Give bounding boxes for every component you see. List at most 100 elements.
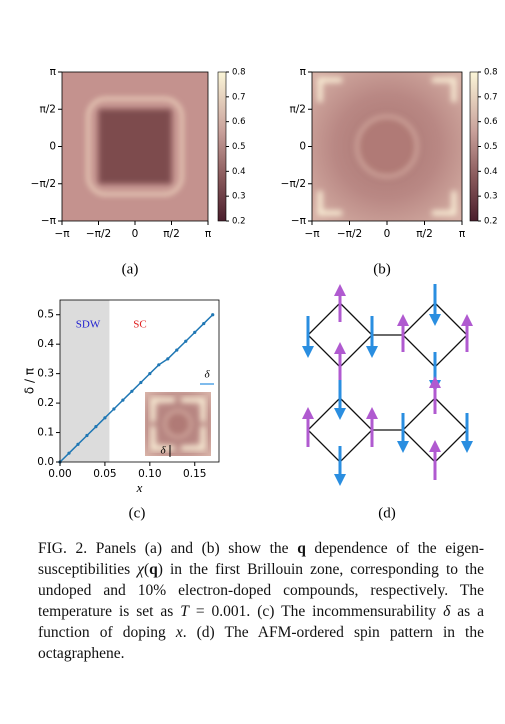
data-point xyxy=(94,425,98,429)
panel-label: (d) xyxy=(378,505,396,521)
y-tick-label: 0.1 xyxy=(37,427,54,439)
colorbar xyxy=(217,71,227,222)
data-point xyxy=(166,357,170,361)
data-point xyxy=(139,380,143,385)
y-tick-label: 0.5 xyxy=(37,309,54,321)
panel-label: (b) xyxy=(373,261,391,277)
heatmap-corner xyxy=(150,426,175,451)
inset-heatmap xyxy=(145,392,211,456)
colorbar-tick-label: 0.3 xyxy=(484,192,498,202)
caption-text: ( xyxy=(144,561,150,578)
plot-frame xyxy=(59,299,220,463)
data-point xyxy=(157,363,161,367)
heatmap-corner xyxy=(150,397,175,422)
heatmap-image xyxy=(312,72,462,221)
x-tick-label: 0.15 xyxy=(183,468,206,480)
colorbar-tick-label: 0.5 xyxy=(232,142,246,152)
x-tick-label: 0.00 xyxy=(48,468,71,480)
x-tick-label: 0.10 xyxy=(138,468,161,480)
x-tick-label: −π xyxy=(54,228,70,240)
y-tick-label: π/2 xyxy=(39,103,56,115)
colorbar-tick-label: 0.7 xyxy=(484,92,498,102)
panel-label: (c) xyxy=(129,505,146,521)
y-tick-label: −π/2 xyxy=(281,178,306,190)
colorbar-tick-label: 0.7 xyxy=(232,92,246,102)
caption-text: FIG. 2. Panels (a) and (b) show the xyxy=(38,540,298,557)
colorbar-tick-label: 0.2 xyxy=(232,217,246,227)
data-point xyxy=(76,442,80,446)
annotation: SC xyxy=(133,319,146,331)
colorbar-tick-label: 0.8 xyxy=(484,68,498,78)
colorbar-tick-label: 0.4 xyxy=(232,167,246,177)
data-point xyxy=(193,330,197,334)
heatmap-corner xyxy=(432,191,457,216)
caption-text: in the first Brillouin zone, correspondi… xyxy=(38,561,484,620)
heatmap-corner xyxy=(181,397,206,422)
x-tick-label: −π/2 xyxy=(86,228,111,240)
heatmap-blur xyxy=(150,397,206,451)
heatmap-image xyxy=(62,72,208,221)
heatmap-core xyxy=(98,109,172,184)
data-point xyxy=(85,433,89,438)
x-tick-label: π/2 xyxy=(416,228,433,240)
data-point xyxy=(103,416,107,420)
x-tick-label: 0 xyxy=(384,228,391,240)
shaded-region xyxy=(60,300,110,462)
data-point xyxy=(175,348,179,352)
annotation: SDW xyxy=(76,319,101,331)
x-tick-label: −π xyxy=(304,228,320,240)
y-tick-label: 0.3 xyxy=(37,368,54,380)
caption-text: ) xyxy=(157,561,163,578)
colorbar-tick-label: 0.5 xyxy=(484,142,498,152)
x-tick-label: π xyxy=(205,228,212,240)
caption-text: q xyxy=(297,540,306,557)
inset-label: δ xyxy=(160,445,166,457)
x-tick-label: π xyxy=(459,228,466,240)
caption-text: δ xyxy=(443,603,451,620)
inset-label: δ xyxy=(204,369,210,381)
heatmap-corner xyxy=(317,191,342,216)
caption-text: q xyxy=(149,561,158,578)
y-tick-label: 0.4 xyxy=(37,338,54,350)
figure: (d) −π −π/2 0 π/2 π −π −π/2 0 π/2 π 0.2 0.3 0.4 0.5 0.… xyxy=(23,66,498,521)
y-tick-label: π xyxy=(50,66,57,78)
caption-text: dependence of the eigen-susceptibilities xyxy=(38,540,484,578)
y-tick-label: −π/2 xyxy=(31,178,56,190)
data-point xyxy=(121,398,125,402)
colorbar-tick-label: 0.6 xyxy=(484,117,498,127)
x-tick-label: −π/2 xyxy=(337,228,362,240)
spins xyxy=(302,284,473,486)
heatmap-ring xyxy=(86,97,184,196)
x-tick-label: π/2 xyxy=(163,228,180,240)
y-axis-label: δ / π xyxy=(23,368,37,394)
heatmap-ring xyxy=(163,409,193,439)
caption-text: . (d) The AFM-ordered spin pattern in th… xyxy=(38,624,484,662)
panel-label: (a) xyxy=(122,261,139,277)
x-axis-label: x xyxy=(136,480,143,495)
data-point xyxy=(184,339,188,343)
data-line xyxy=(59,314,214,463)
caption-text: as a function of doping xyxy=(38,603,484,641)
caption-text: T xyxy=(180,603,189,620)
caption: FIG. 2. Panels (a) and (b) show the q de… xyxy=(38,538,484,664)
heatmap-corner xyxy=(432,77,457,102)
heatmap-blur xyxy=(86,97,184,196)
data-point xyxy=(211,313,215,317)
colorbar-tick-label: 0.2 xyxy=(484,217,498,227)
x-tick-label: 0.05 xyxy=(93,468,116,480)
colorbar-tick-label: 0.8 xyxy=(232,68,246,78)
heatmap-ring xyxy=(355,115,419,178)
data-point xyxy=(112,407,116,411)
caption-text: = 0.001. (c) The incommensurability xyxy=(188,603,444,620)
colorbar-tick-label: 0.6 xyxy=(232,117,246,127)
data-point xyxy=(67,451,71,455)
data-point xyxy=(148,372,152,376)
y-tick-label: π/2 xyxy=(289,103,306,115)
caption-text: χ xyxy=(137,561,144,578)
y-tick-label: π xyxy=(300,66,307,78)
heatmap-corner xyxy=(317,77,342,102)
caption-text: x xyxy=(175,624,183,641)
x-tick-label: 0 xyxy=(132,228,139,240)
heatmap-corner xyxy=(181,426,206,451)
